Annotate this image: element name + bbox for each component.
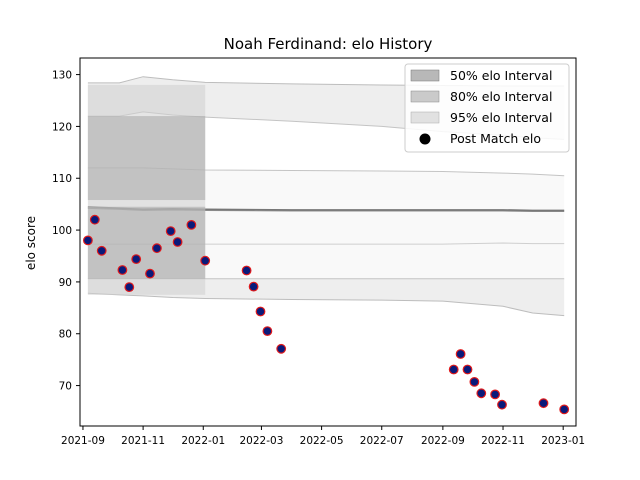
y-tick-label: 130	[52, 70, 72, 82]
y-tick-label: 100	[52, 225, 72, 237]
legend-label-50: 50% elo Interval	[450, 68, 552, 83]
data-point	[248, 281, 259, 292]
data-point	[255, 306, 266, 317]
legend-label-80: 80% elo Interval	[450, 89, 552, 104]
data-point	[89, 214, 100, 225]
legend-label-post-match: Post Match elo	[450, 131, 541, 146]
legend-swatch-95	[410, 111, 440, 124]
highlight-band-50	[87, 116, 206, 201]
data-point	[145, 268, 155, 279]
x-tick-label: 2022-03	[240, 435, 284, 447]
data-point	[462, 364, 473, 375]
data-point	[455, 349, 466, 359]
data-point	[186, 219, 197, 230]
data-point	[476, 388, 487, 399]
legend: 50% elo Interval 80% elo Interval 95% el…	[404, 63, 570, 153]
data-point	[117, 265, 128, 275]
x-tick-label: 2022-07	[360, 435, 404, 447]
legend-swatch-80	[410, 90, 440, 103]
chart-title: Noah Ferdinand: elo History	[224, 35, 433, 53]
y-tick-label: 70	[59, 381, 72, 393]
y-axis-ticks: 70 80 90 100 110 120 130	[52, 70, 80, 393]
data-point	[172, 237, 183, 247]
legend-box	[404, 63, 570, 153]
data-point	[82, 235, 93, 246]
data-point	[490, 389, 501, 400]
y-tick-label: 120	[52, 121, 72, 133]
data-point	[200, 255, 211, 266]
y-tick-label: 90	[59, 277, 72, 289]
data-point	[559, 404, 570, 415]
x-tick-label: 2022-11	[481, 435, 525, 447]
band-80-strip	[87, 167, 565, 279]
legend-marker-icon	[419, 133, 431, 145]
y-tick-label: 80	[59, 329, 72, 341]
y-tick-label: 110	[52, 173, 72, 185]
x-tick-label: 2021-11	[121, 435, 165, 447]
data-point	[262, 326, 273, 337]
data-point	[124, 282, 135, 293]
band-95-lower-line	[87, 292, 565, 317]
plot-frame	[79, 57, 577, 427]
x-tick-label: 2022-09	[421, 435, 465, 447]
data-point	[276, 343, 287, 354]
post-match-points	[82, 214, 570, 415]
data-point	[96, 245, 107, 256]
legend-label-95: 95% elo Interval	[450, 110, 552, 125]
legend-swatch-50	[410, 69, 440, 82]
data-point	[151, 243, 162, 254]
data-point	[469, 377, 480, 387]
data-point	[538, 398, 549, 409]
highlight-band-80	[87, 206, 206, 279]
data-point	[241, 265, 252, 276]
x-tick-label: 2022-05	[300, 435, 344, 447]
x-tick-label: 2022-01	[181, 435, 225, 447]
band-95-lower-strip	[87, 278, 565, 316]
x-axis-ticks: 2021-09 2021-11 2022-01 2022-03 2022-05 2022-…	[61, 426, 585, 447]
data-point	[165, 226, 176, 237]
data-point	[448, 364, 459, 375]
data-point	[131, 254, 142, 265]
data-point	[497, 399, 507, 410]
x-tick-label: 2021-09	[61, 435, 105, 447]
x-tick-label: 2023-01	[541, 435, 585, 447]
y-axis-label: elo score	[24, 216, 38, 270]
